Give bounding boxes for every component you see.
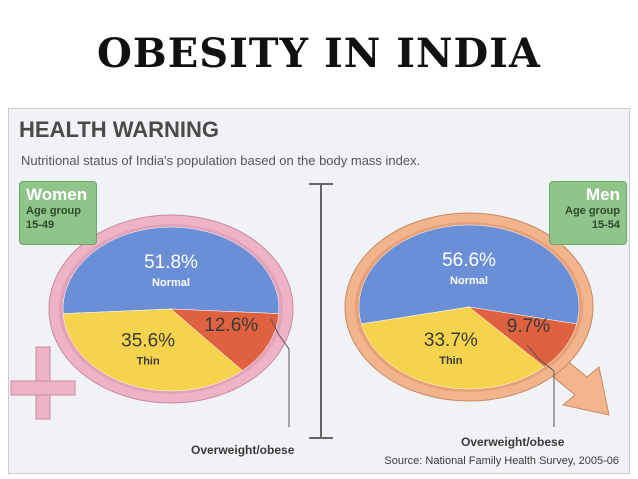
men-slice-overweight xyxy=(468,306,577,368)
women-category-label-normal: Normal xyxy=(152,277,190,289)
center-divider xyxy=(320,183,322,439)
men-badge: Men Age group 15-54 xyxy=(549,181,627,245)
women-age-range: 15-49 xyxy=(26,219,55,231)
women-age-label: Age group xyxy=(26,205,81,217)
women-slice-overweight xyxy=(170,308,280,371)
mars-arrow xyxy=(550,358,610,416)
women-value-label-normal: 51.8% xyxy=(144,252,198,273)
men-slice-thin xyxy=(361,306,545,390)
page-title: OBESITY IN INDIA xyxy=(97,30,541,77)
women-value-label-thin: 35.6% xyxy=(121,331,175,352)
panel-subtitle: Nutritional status of India's population… xyxy=(21,153,421,168)
men-category-label-normal: Normal xyxy=(450,275,488,287)
women-callout-elbow xyxy=(270,318,290,350)
men-value-label-thin: 33.7% xyxy=(424,330,478,351)
men-age-range: 15-54 xyxy=(591,219,620,231)
men-value-label-overweight: 9.7% xyxy=(507,316,550,337)
men-label: Men xyxy=(586,185,620,204)
men-age-label: Age group xyxy=(565,205,620,217)
men-callout-elbow xyxy=(526,344,555,372)
women-value-label-overweight: 12.6% xyxy=(204,315,258,336)
men-overweight-callout: Overweight/obese xyxy=(461,435,565,449)
pie-charts: 51.8% Normal 35.6% Thin 12.6% 56.6% Normal 33.… xyxy=(10,212,610,427)
divider-cap-bottom xyxy=(309,437,333,439)
infographic-panel: HEALTH WARNING Nutritional status of Ind… xyxy=(8,108,630,474)
men-slice-normal xyxy=(358,224,580,325)
pie-men: 56.6% Normal 33.7% Thin 9.7% xyxy=(358,224,580,390)
divider-cap-top xyxy=(309,183,333,185)
men-value-label-normal: 56.6% xyxy=(442,250,496,271)
women-slice-normal xyxy=(62,226,280,314)
women-label: Women xyxy=(26,185,88,204)
men-category-label-thin: Thin xyxy=(439,355,462,367)
pie-women: 51.8% Normal 35.6% Thin 12.6% xyxy=(62,226,280,392)
women-slice-thin xyxy=(62,308,243,392)
source-note: Source: National Family Health Survey, 2… xyxy=(384,455,619,467)
women-category-label-thin: Thin xyxy=(136,356,159,368)
panel-title: HEALTH WARNING xyxy=(19,117,220,142)
venus-cross-horizontal xyxy=(10,380,76,396)
women-overweight-callout: Overweight/obese xyxy=(191,443,295,457)
women-badge: Women Age group 15-49 xyxy=(19,181,97,245)
